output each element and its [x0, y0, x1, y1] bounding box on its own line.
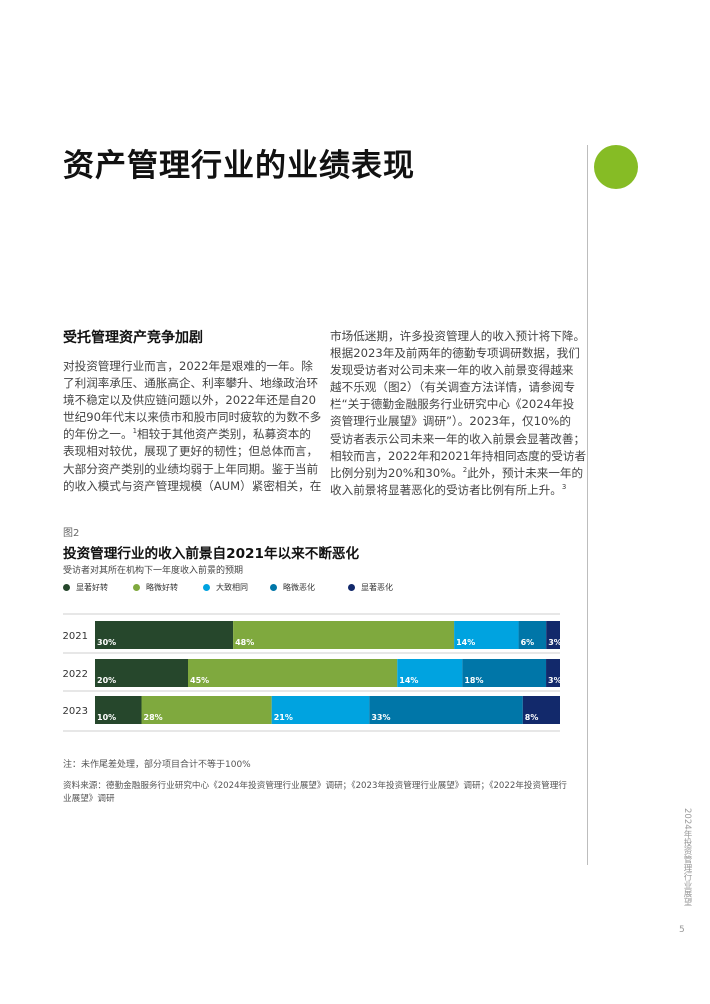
body-text-line: 境不稳定以及供应链问题以外，2022年还是自20: [63, 393, 316, 408]
bar-value-label: 8%: [525, 713, 539, 722]
legend-swatch: [63, 584, 70, 591]
legend-label: 显著恶化: [361, 583, 393, 592]
body-text-line: 表现相对较优，展现了更好的韧性；但总体而言，: [63, 444, 319, 459]
legend-item: 显著好转: [63, 582, 108, 593]
bar-value-label: 45%: [190, 676, 209, 685]
bar-value-label: 3%: [548, 638, 562, 647]
chart-subtitle: 受访者对其所在机构下一年度收入前景的预期: [63, 566, 244, 576]
bar-segment: [369, 696, 523, 724]
bar-segment: [522, 696, 560, 724]
page-number: 5: [679, 925, 685, 935]
bar-segment: [546, 621, 560, 649]
body-text-line: 根据2023年及前两年的德勤专项调研数据，我们: [330, 346, 580, 361]
bar-segment: [141, 696, 272, 724]
body-text-line: 的年份之一。1相较于其他资产类别，私募资本的: [63, 427, 311, 442]
bar-segment: [271, 696, 370, 724]
bar-value-label: 30%: [97, 638, 116, 647]
legend-swatch: [133, 584, 140, 591]
legend-label: 略微恶化: [283, 583, 315, 592]
bar-value-label: 3%: [548, 676, 562, 685]
body-text-line: 的收入模式与资产管理规模（AUM）紧密相关，在: [63, 478, 322, 493]
bar-value-label: 28%: [144, 713, 163, 722]
bar-value-label: 18%: [464, 676, 483, 685]
chart-note: 注：未作尾差处理，部分项目合计不等于100%: [63, 760, 251, 770]
bar-value-label: 14%: [456, 638, 475, 647]
vertical-divider: [587, 145, 588, 865]
bar-value-label: 10%: [97, 713, 116, 722]
bar-value-label: 6%: [521, 638, 535, 647]
bar-segment: [233, 621, 455, 649]
body-text-line: 相较而言，2022年和2021年持相同态度的受访者: [330, 448, 587, 463]
footnote-ref: 2: [462, 465, 468, 474]
category-label: 2022: [63, 669, 88, 680]
body-text-line: 大部分资产类别的业绩均弱于上年同期。鉴于当前: [63, 461, 319, 476]
bar-segment: [95, 659, 188, 687]
body-text-line: 资管理行业展望》调研”）。2023年，仅10%的: [330, 414, 571, 429]
bar-segment: [95, 696, 142, 724]
bar-value-label: 21%: [274, 713, 293, 722]
body-text-line: 受访者表示公司未来一年的收入前景会显著改善；: [330, 431, 586, 446]
bar-value-label: 20%: [97, 676, 116, 685]
bar-segment: [95, 621, 234, 649]
body-text-line: 比例分别为20%和30%。2此外，预计未来一年的: [330, 465, 584, 480]
bar-segment: [546, 659, 560, 687]
legend-swatch: [203, 584, 210, 591]
bar-value-label: 48%: [235, 638, 254, 647]
bar-segment: [454, 621, 519, 649]
chart-source: 资料来源：德勤金融服务行业研究中心《2024年投资管理行业展望》调研；《2023…: [63, 781, 567, 804]
page-title: 资产管理行业的业绩表现: [63, 148, 415, 184]
body-text-line: 越不乐观（图2）（有关调查方法详情，请参阅专: [330, 380, 576, 395]
footnote-ref: 3: [561, 482, 567, 491]
legend-item: 略微恶化: [270, 582, 315, 593]
category-label: 2021: [63, 631, 88, 642]
legend-label: 大致相同: [216, 583, 248, 592]
chart-title: 投资管理行业的收入前景自2021年以来不断恶化: [63, 546, 360, 562]
side-running-title: 2024年投资管理行业展望: [682, 808, 692, 907]
legend-label: 略微好转: [146, 583, 178, 592]
legend-item: 大致相同: [203, 582, 248, 593]
legend-item: 显著恶化: [348, 582, 393, 593]
legend-swatch: [348, 584, 355, 591]
body-text-line: 市场低迷期，许多投资管理人的收入预计将下降。: [330, 329, 586, 343]
body-text-right-column: 市场低迷期，许多投资管理人的收入预计将下降。 根据2023年及前两年的德勤专项调研…: [330, 328, 587, 499]
bar-segment: [518, 621, 547, 649]
body-text-line: 发现受访者对公司未来一年的收入前景变得越来: [330, 363, 574, 378]
bar-segment: [397, 659, 463, 687]
green-circle-decoration: [594, 145, 638, 189]
body-text-left-column: 对投资管理行业而言，2022年是艰难的一年。除 了利润率承压、通胀高企、利率攀升、…: [63, 358, 325, 495]
body-text-line: 栏“关于德勤金融服务行业研究中心《2024年投: [330, 397, 575, 412]
figure-label: 图2: [63, 528, 80, 539]
bar-segment: [188, 659, 398, 687]
legend-label: 显著好转: [76, 583, 108, 592]
body-text-line: 收入前景将显著恶化的受访者比例有所上升。3: [330, 482, 567, 497]
legend-swatch: [270, 584, 277, 591]
bar-segment: [462, 659, 547, 687]
body-text-line: 世纪90年代末以来债市和股市同时疲软的为数不多: [63, 410, 322, 425]
legend-item: 略微好转: [133, 582, 178, 593]
category-label: 2023: [63, 706, 88, 717]
chart-legend: 显著好转 略微好转 大致相同 略微恶化 显著恶化: [63, 582, 583, 596]
body-text-line: 对投资管理行业而言，2022年是艰难的一年。除: [63, 359, 313, 373]
bar-value-label: 33%: [371, 713, 390, 722]
footnote-ref: 1: [132, 427, 138, 436]
section-heading: 受托管理资产竞争加剧: [63, 330, 203, 346]
bar-value-label: 14%: [399, 676, 418, 685]
body-text-line: 了利润率承压、通胀高企、利率攀升、地缘政治环: [63, 376, 319, 391]
